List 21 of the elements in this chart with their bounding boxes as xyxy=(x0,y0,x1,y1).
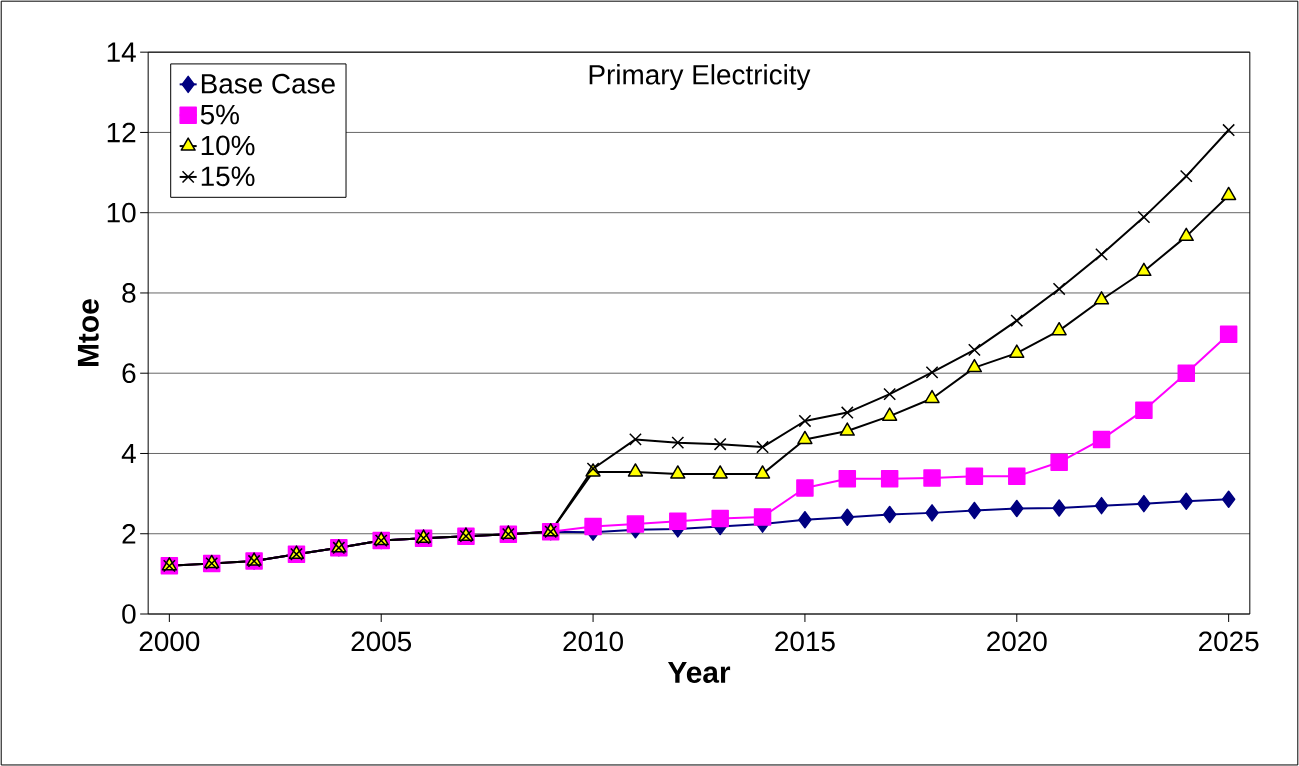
y-tick-label: 12 xyxy=(107,122,136,143)
legend-label: Base Case xyxy=(201,73,335,94)
y-tick-label: 6 xyxy=(122,363,136,383)
x-tick-label: 2005 xyxy=(351,631,412,652)
x-tick-label: 2025 xyxy=(1199,631,1259,652)
x-tick-label: 2010 xyxy=(563,631,623,652)
legend-label: 10% xyxy=(201,135,255,156)
x-tick-label: 2000 xyxy=(139,631,200,652)
chart-title: Primary Electricity xyxy=(589,64,811,91)
legend-label: 5% xyxy=(200,104,239,125)
x-tick-label: 2020 xyxy=(987,631,1047,652)
x-axis-title: Year xyxy=(667,662,731,683)
y-tick-label: 8 xyxy=(122,283,136,303)
legend-label: 15% xyxy=(201,166,255,187)
y-tick-label: 14 xyxy=(107,42,136,62)
x-tick-label: 2015 xyxy=(775,631,835,652)
y-tick-label: 4 xyxy=(121,443,136,463)
y-tick-label: 2 xyxy=(122,523,136,544)
y-tick-label: 0 xyxy=(122,604,136,624)
y-axis-title: Mtoe xyxy=(77,299,99,366)
y-tick-label: 10 xyxy=(107,202,136,223)
